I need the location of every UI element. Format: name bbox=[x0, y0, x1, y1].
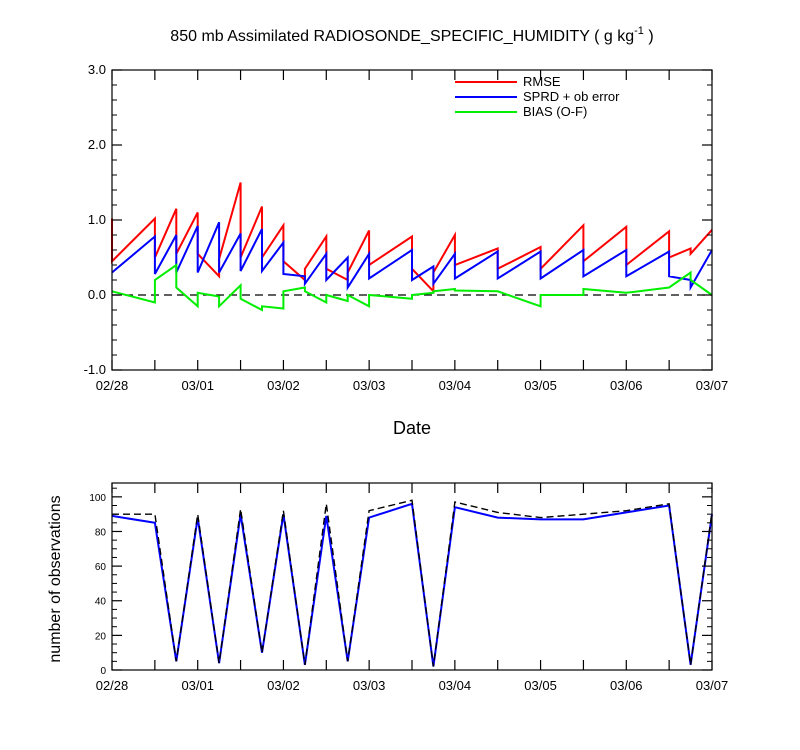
x-tick-label: 03/01 bbox=[181, 678, 214, 693]
y-tick-label: 3.0 bbox=[88, 62, 106, 77]
series-line-sprd-ob-error bbox=[111, 221, 713, 292]
x-tick-label: 03/04 bbox=[439, 378, 472, 393]
x-tick-label: 03/03 bbox=[353, 378, 386, 393]
x-tick-label: 03/05 bbox=[524, 678, 557, 693]
y-tick-label: 80 bbox=[95, 527, 107, 538]
bottom-y-axis-label: number of observations bbox=[47, 495, 64, 662]
x-tick-label: 02/28 bbox=[96, 678, 129, 693]
top-plot: 02/28 03/01 03/02 03/03 03/04 03/05 03/06 03/07… bbox=[84, 62, 729, 393]
legend-label: SPRD + ob error bbox=[523, 89, 620, 104]
series-line-observations-used bbox=[111, 502, 713, 667]
chart-title: 850 mb Assimilated RADIOSONDE_SPECIFIC_H… bbox=[170, 25, 653, 45]
y-tick-label: 1.0 bbox=[88, 212, 106, 227]
y-tick-label: 0.0 bbox=[88, 287, 106, 302]
plot-frame bbox=[111, 69, 713, 371]
legend-label: BIAS (O-F) bbox=[523, 104, 587, 119]
y-tick-label: 2.0 bbox=[88, 137, 106, 152]
x-tick-label: 03/06 bbox=[610, 378, 643, 393]
y-tick-label: 0 bbox=[100, 666, 106, 677]
legend-label: RMSE bbox=[523, 74, 561, 89]
series-line-observations-possible bbox=[112, 499, 713, 667]
bottom-plot: 02/28 03/01 03/02 03/03 03/04 03/05 03/06 03/07… bbox=[89, 482, 729, 693]
y-tick-label: 20 bbox=[95, 631, 107, 642]
y-tick-label: 60 bbox=[95, 562, 107, 573]
x-tick-label: 03/07 bbox=[696, 678, 729, 693]
series-line-bias-o-f bbox=[111, 263, 713, 312]
x-tick-label: 03/02 bbox=[267, 678, 300, 693]
x-tick-label: 03/02 bbox=[267, 378, 300, 393]
y-tick-label: 40 bbox=[95, 597, 107, 608]
x-tick-label: 03/06 bbox=[610, 678, 643, 693]
x-axis-label: Date bbox=[393, 418, 431, 438]
x-tick-label: 02/28 bbox=[96, 378, 129, 393]
x-tick-label: 03/07 bbox=[696, 378, 729, 393]
x-tick-label: 03/05 bbox=[524, 378, 557, 393]
y-tick-label: 100 bbox=[89, 493, 106, 504]
x-tick-label: 03/03 bbox=[353, 678, 386, 693]
x-tick-label: 03/01 bbox=[181, 378, 214, 393]
x-tick-label: 03/04 bbox=[439, 678, 472, 693]
y-tick-label: -1.0 bbox=[84, 362, 106, 377]
